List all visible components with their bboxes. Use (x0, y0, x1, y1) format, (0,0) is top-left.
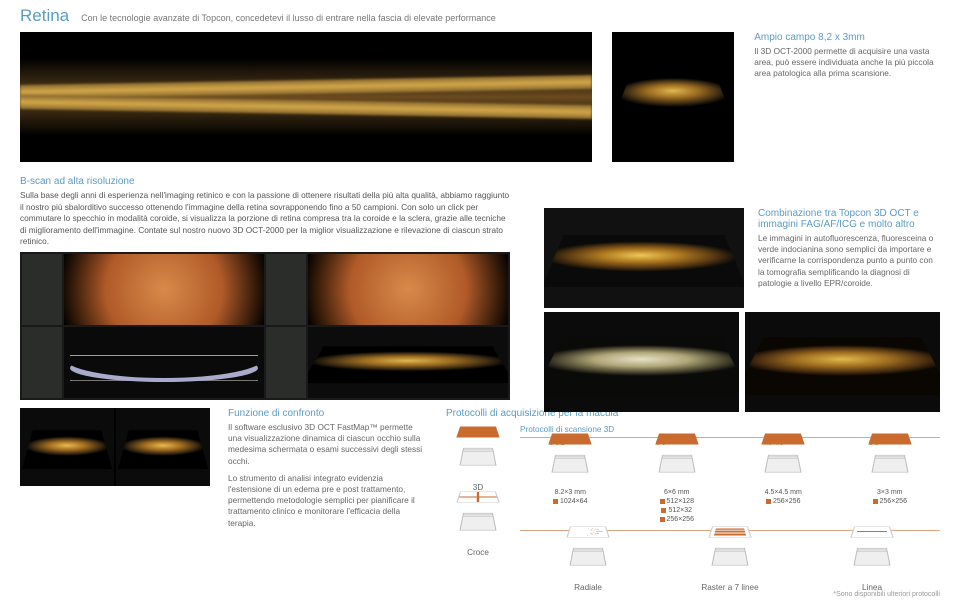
confronto-text: Funzione di confronto Il software esclus… (228, 408, 428, 529)
sw-fundus-right (308, 254, 508, 325)
hero-3d-thumb (612, 32, 734, 162)
hero-row: Ampio campo 8,2 x 3mm Il 3D OCT-2000 per… (0, 32, 960, 162)
combo-section: Combinazione tra Topcon 3D OCT e immagin… (544, 208, 940, 308)
combo-images-row (544, 312, 940, 412)
sw-sidebar-mid2 (266, 327, 306, 398)
proto-3d-8x3: 3 8.2 8.2×3 mm1024×64 (520, 444, 621, 506)
confronto-title: Funzione di confronto (228, 408, 428, 419)
proto-croce: Croce (446, 502, 510, 557)
proto-footnote: *Sono disponibili ulteriori protocolli (833, 591, 940, 598)
proto-3d-grid: 3 8.2 8.2×3 mm1024×64 6 6 6×6 mm512×1285… (520, 444, 940, 524)
ampio-title: Ampio campo 8,2 x 3mm (754, 32, 940, 43)
combo-image-oct (745, 312, 940, 412)
sw-graph-left (64, 327, 264, 398)
proto-radiale: Radiale (520, 537, 656, 592)
sw-sidebar-left (22, 254, 62, 325)
proto-3d-45x45: 4.5 4.5 4.5×4.5 mm256×256 (733, 444, 834, 506)
confronto-r (116, 408, 210, 486)
proto-linea: Linea (804, 537, 940, 592)
proto-3d: 3D (446, 437, 510, 492)
bscan-title: B-scan ad alta risoluzione (20, 176, 510, 187)
proto-3d-6x6: 6 6 6×6 mm512×128512×32256×256 (627, 444, 728, 524)
proto-scan-grid: Radiale Raster a 7 linee Linea (520, 537, 940, 592)
confronto-p1: Il software esclusivo 3D OCT FastMap™ pe… (228, 422, 428, 467)
bottom-section: Funzione di confronto Il software esclus… (0, 400, 960, 592)
protocols-block: Protocolli di acquisizione per la macula… (446, 408, 940, 592)
sw-sidebar-mid (266, 254, 306, 325)
confronto-image (20, 408, 210, 486)
confronto-p2: Lo strumento di analisi integrato eviden… (228, 473, 428, 529)
ampio-body: Il 3D OCT-2000 permette di acquisire una… (754, 46, 940, 80)
proto-raster7: Raster a 7 linee (662, 537, 798, 592)
page-header: Retina Con le tecnologie avanzate di Top… (0, 0, 960, 32)
combo-title: Combinazione tra Topcon 3D OCT e immagin… (758, 208, 940, 230)
proto-3d-3x3: 3 3 3×3 mm256×256 (840, 444, 941, 506)
combo-3d-panel (544, 208, 744, 308)
ampio-campo-block: Ampio campo 8,2 x 3mm Il 3D OCT-2000 per… (754, 32, 940, 80)
combo-body: Le immagini in autofluorescenza, fluores… (758, 233, 940, 289)
confronto-l (20, 408, 114, 486)
sw-sidebar-left2 (22, 327, 62, 398)
sw-topo3d (308, 327, 508, 398)
bscan-body: Sulla base degli anni di esperienza nell… (20, 190, 510, 248)
brand-title: Retina (20, 6, 69, 26)
sw-fundus-left (64, 254, 264, 325)
software-screenshot (20, 252, 510, 400)
combo-image-fag (544, 312, 739, 412)
bscan-image (20, 32, 592, 162)
header-tagline: Con le tecnologie avanzate di Topcon, co… (81, 13, 496, 23)
